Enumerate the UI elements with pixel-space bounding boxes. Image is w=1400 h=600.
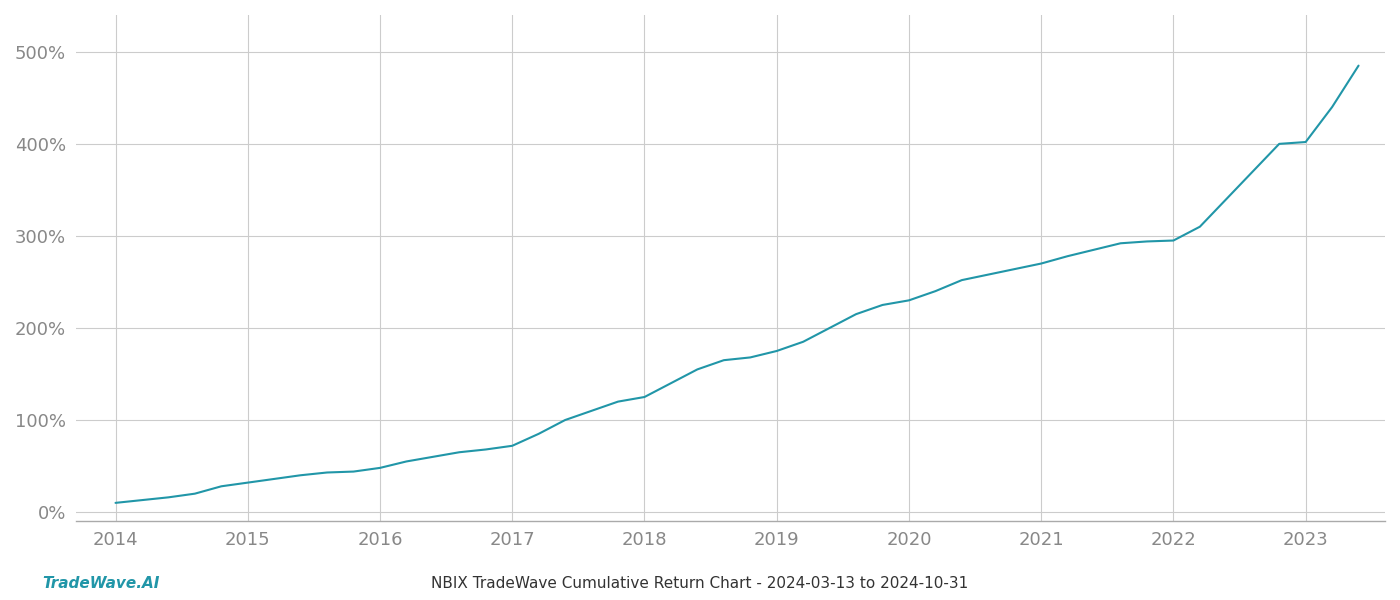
Text: TradeWave.AI: TradeWave.AI (42, 576, 160, 591)
Text: NBIX TradeWave Cumulative Return Chart - 2024-03-13 to 2024-10-31: NBIX TradeWave Cumulative Return Chart -… (431, 576, 969, 591)
